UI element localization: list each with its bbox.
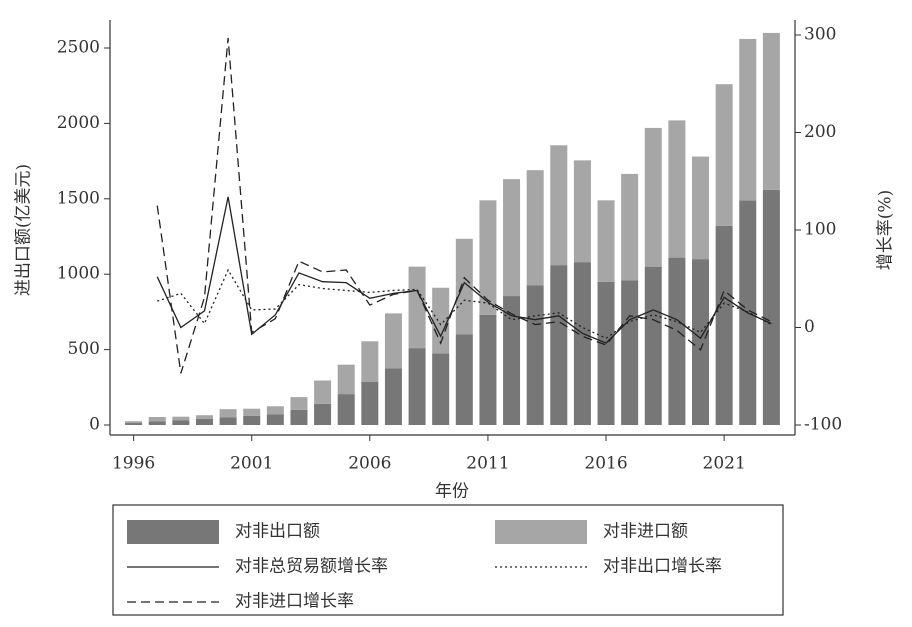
bar xyxy=(550,145,568,266)
bar xyxy=(692,259,710,425)
bar xyxy=(526,170,544,286)
y-tick-label: 2500 xyxy=(57,38,100,58)
y-tick-label: 1000 xyxy=(57,264,100,284)
bar xyxy=(361,341,379,383)
bar xyxy=(479,314,497,425)
legend-label: 对非进口增长率 xyxy=(235,592,354,612)
y2-tick-label: 0 xyxy=(804,317,815,337)
bar xyxy=(172,416,190,421)
bar xyxy=(125,421,143,424)
bar xyxy=(503,179,521,297)
bar xyxy=(550,265,568,425)
y2-axis-title: 增长率(%) xyxy=(876,190,896,270)
bar xyxy=(573,262,591,425)
bar xyxy=(195,415,213,419)
bar xyxy=(290,397,308,410)
legend-swatch xyxy=(495,520,587,544)
bar xyxy=(455,238,473,335)
bar xyxy=(219,409,237,418)
bar xyxy=(125,423,143,425)
y2-tick-label: -100 xyxy=(804,415,842,435)
bar xyxy=(692,156,710,260)
bar xyxy=(384,368,402,425)
bar xyxy=(573,160,591,263)
bar xyxy=(503,296,521,425)
bar xyxy=(526,285,544,425)
bar xyxy=(479,200,497,315)
x-tick-label: 2011 xyxy=(466,454,509,474)
bar xyxy=(337,364,355,395)
y2-tick-label: 100 xyxy=(804,220,836,240)
legend-label: 对非出口增长率 xyxy=(603,557,722,577)
y-tick-label: 1500 xyxy=(57,188,100,208)
bar xyxy=(455,334,473,425)
bar xyxy=(361,382,379,425)
x-tick-label: 2006 xyxy=(348,454,391,474)
bar xyxy=(668,257,686,425)
legend-box xyxy=(112,504,784,616)
y-tick-label: 0 xyxy=(89,415,100,435)
bar xyxy=(597,281,615,425)
bar xyxy=(597,200,615,282)
bar xyxy=(337,394,355,425)
y2-tick-label: 300 xyxy=(804,25,836,45)
bar xyxy=(266,406,284,415)
line xyxy=(157,268,772,339)
bar xyxy=(384,313,402,369)
bar xyxy=(219,417,237,425)
x-tick-label: 2016 xyxy=(584,454,627,474)
bar xyxy=(715,84,733,226)
y-tick-label: 2000 xyxy=(57,113,100,133)
bar xyxy=(314,403,332,425)
bar xyxy=(644,266,662,425)
bar xyxy=(762,32,780,190)
bar xyxy=(290,409,308,425)
bar xyxy=(644,127,662,267)
bar xyxy=(195,418,213,425)
x-axis-title: 年份 xyxy=(435,482,469,502)
bar xyxy=(172,420,190,425)
bar xyxy=(762,189,780,425)
bar xyxy=(432,353,450,425)
legend-label: 对非进口额 xyxy=(603,522,688,542)
legend-label: 对非出口额 xyxy=(235,522,320,542)
y-tick-label: 500 xyxy=(68,339,100,359)
line xyxy=(156,37,772,374)
legend-swatch xyxy=(127,520,219,544)
bar xyxy=(243,415,261,425)
bar xyxy=(408,348,426,425)
bar xyxy=(739,38,757,201)
y-axis-title: 进出口额(亿美元) xyxy=(14,164,34,296)
bar xyxy=(266,414,284,425)
bar xyxy=(668,120,686,258)
x-tick-label: 2001 xyxy=(230,454,273,474)
x-tick-label: 1996 xyxy=(112,454,155,474)
y2-tick-label: 200 xyxy=(804,122,836,142)
legend-label: 对非总贸易额增长率 xyxy=(235,557,388,577)
x-tick-label: 2021 xyxy=(703,454,746,474)
bar xyxy=(148,421,166,425)
bar xyxy=(621,173,639,281)
bar xyxy=(715,225,733,425)
bar xyxy=(432,287,450,354)
bar xyxy=(621,280,639,425)
bar xyxy=(314,380,332,404)
bar xyxy=(408,266,426,349)
bar xyxy=(243,408,261,416)
bar xyxy=(148,417,166,422)
